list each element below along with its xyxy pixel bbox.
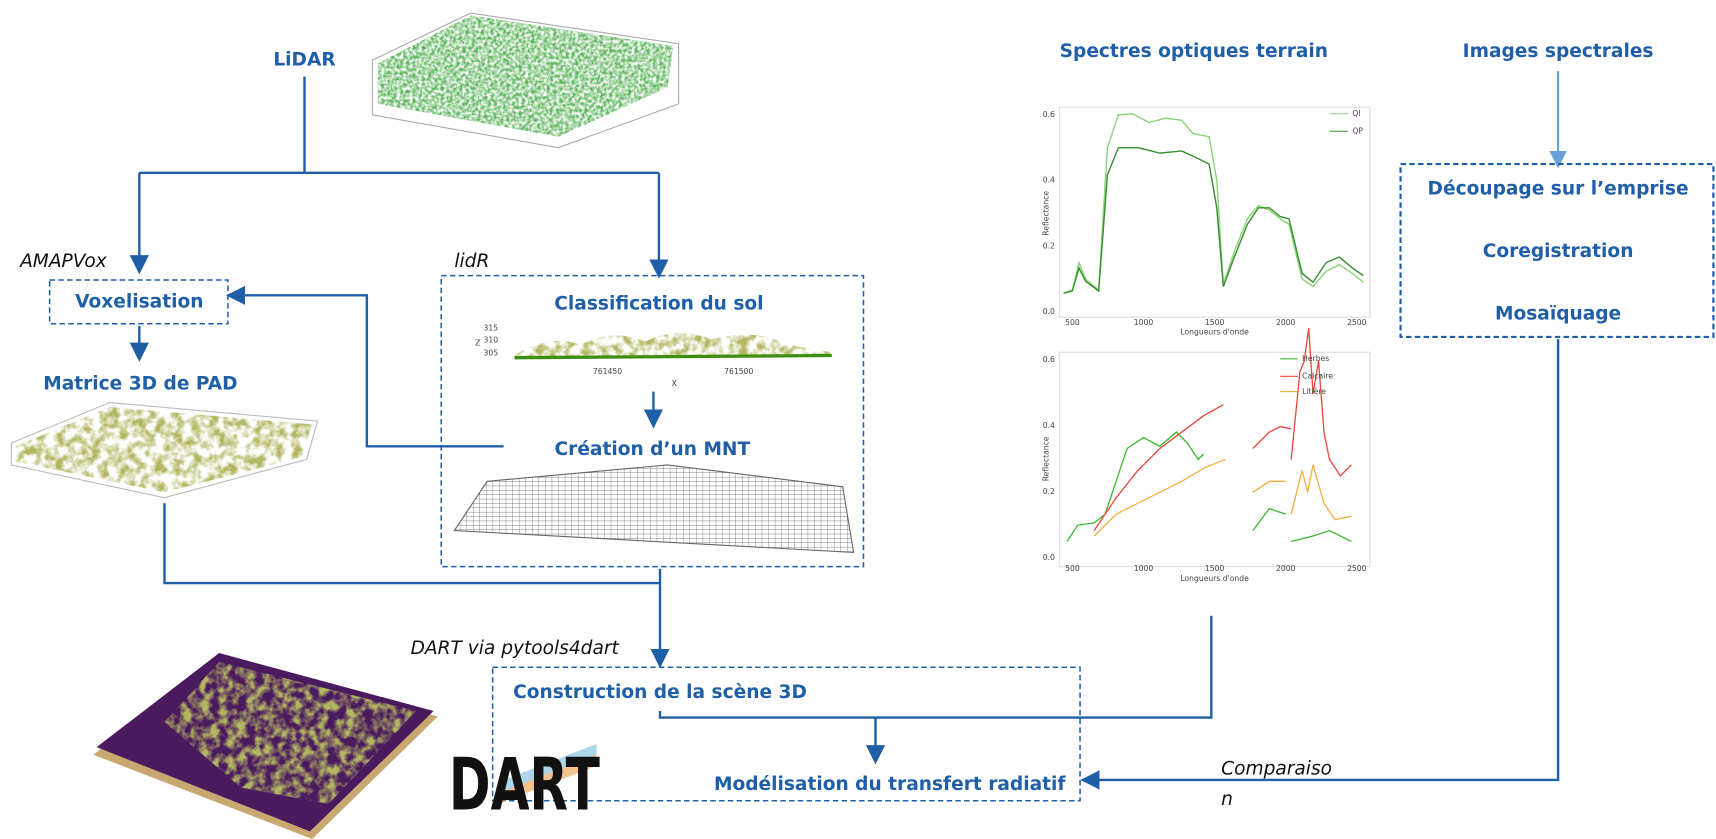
dart-logo: DART	[449, 743, 600, 827]
dtm-mesh	[453, 464, 855, 553]
arrow	[1080, 339, 1560, 790]
pad-matrix-image	[10, 401, 319, 499]
tool-label: lidR	[454, 251, 489, 272]
step-label: Mosaïquage	[1495, 303, 1621, 324]
x-tick-label: 2000	[1276, 318, 1296, 327]
arrow	[225, 285, 504, 448]
x-tick-label: 2500	[1347, 318, 1367, 327]
y-tick-label: 0.0	[1043, 553, 1055, 562]
tool-label: DART via pytools4dart	[411, 638, 620, 659]
y-tick-label: 0.2	[1043, 241, 1055, 250]
legend-label: Herbes	[1302, 354, 1329, 363]
x-tick-label: 1000	[1134, 564, 1154, 573]
tick-label: 305	[484, 349, 499, 358]
tick-label: 315	[484, 323, 499, 332]
column-title: Spectres optiques terrain	[1060, 41, 1328, 62]
connector	[139, 76, 659, 175]
step-label: Découpage sur l’emprise	[1428, 179, 1689, 200]
x-axis-label: Longueurs d'onde	[1180, 328, 1249, 337]
y-tick-label: 0.4	[1043, 421, 1055, 430]
profile-plot: 315 310 305 Z 761450 761500 X	[475, 323, 832, 388]
y-tick-label: 0.4	[1043, 176, 1055, 185]
x-tick-label: 500	[1065, 564, 1080, 573]
node-label: Voxelisation	[75, 291, 203, 312]
connector	[163, 503, 661, 585]
scene-image	[93, 653, 438, 839]
x-tick-label: 500	[1065, 318, 1080, 327]
column-title: Images spectrales	[1463, 41, 1654, 62]
axis-label: Z	[475, 339, 480, 348]
x-tick-label: 1500	[1205, 318, 1225, 327]
box	[1399, 162, 1715, 339]
tick-label: 310	[484, 335, 499, 344]
y-tick-label: 0.0	[1043, 307, 1055, 316]
connector	[658, 615, 1213, 719]
chart-texts: 0.0 0.2 0.4 0.6 500 1000 1500 2000 2500 Longueurs…	[1041, 109, 1366, 583]
legend-label: Ql	[1352, 109, 1360, 118]
node-label: Matrice 3D de PAD	[43, 373, 237, 394]
node-label: Construction de la scène 3D	[513, 682, 807, 703]
axis-label: X	[672, 379, 677, 388]
y-tick-label: 0.6	[1043, 110, 1055, 119]
node-label: Création d’un MNT	[555, 439, 751, 460]
y-axis-label: Reflectance	[1041, 436, 1050, 481]
y-tick-label: 0.2	[1043, 487, 1055, 496]
lidar-cloud	[371, 12, 680, 149]
tick-label: 761450	[593, 367, 622, 376]
box	[48, 279, 229, 325]
x-tick-label: 1000	[1134, 318, 1154, 327]
node-label: Classification du sol	[554, 294, 763, 315]
y-tick-label: 0.6	[1043, 355, 1055, 364]
node-label: Modélisation du transfert radiatif	[714, 774, 1066, 795]
edge-label: Comparaiso	[1221, 758, 1332, 779]
tool-label: AMAPVox	[19, 251, 108, 272]
edge-label: n	[1221, 789, 1233, 810]
step-label: Coregistration	[1483, 241, 1634, 262]
spectra-chart-2	[1058, 328, 1371, 568]
y-axis-label: Reflectance	[1041, 191, 1050, 236]
legend-label: Calcaire	[1302, 371, 1333, 380]
tick-label: 761500	[724, 367, 753, 376]
legend-label: Litière	[1302, 387, 1326, 396]
spectra-chart-1	[1058, 106, 1371, 318]
svg-text:DART: DART	[449, 743, 600, 827]
x-axis-label: Longueurs d'onde	[1180, 574, 1249, 583]
box	[491, 666, 1081, 802]
x-tick-label: 1500	[1205, 564, 1225, 573]
x-tick-label: 2000	[1276, 564, 1296, 573]
box	[440, 274, 865, 568]
node-label: LiDAR	[273, 50, 335, 71]
legend-label: QP	[1352, 126, 1363, 135]
x-tick-label: 2500	[1347, 564, 1367, 573]
